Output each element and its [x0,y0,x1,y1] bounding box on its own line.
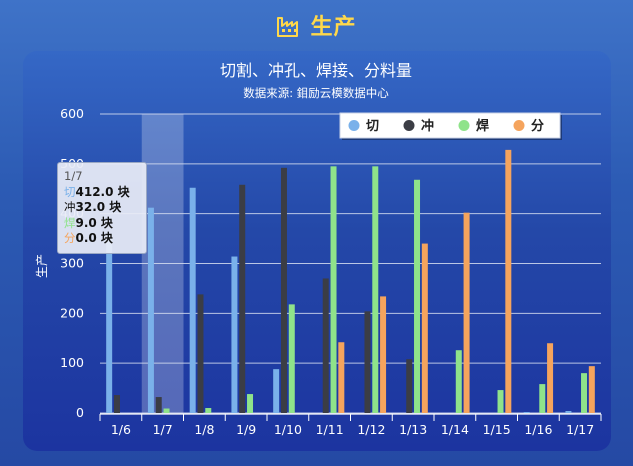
tooltip-row-value: 9.0 块 [75,215,113,230]
bar-冲-1/13 [406,359,413,413]
x-tick-label: 1/11 [316,422,344,437]
bar-分-1/13 [421,243,428,413]
tooltip-row-key: 分 [64,231,76,246]
y-tick-label: 0 [76,405,84,420]
legend-marker [458,120,470,131]
bar-冲-1/8 [197,294,204,413]
bar-焊-1/15 [497,390,504,413]
chart-title: 切割、冲孔、焊接、分料量 [220,61,412,80]
bar-焊-1/13 [414,179,421,413]
tooltip-row: 焊9.0 块 [64,216,146,232]
x-tick-label: 1/14 [441,422,469,437]
bar-冲-1/6 [113,395,120,413]
x-tick-label: 1/13 [399,422,427,437]
bar-分-1/14 [463,212,470,413]
bar-冲-1/9 [239,184,246,413]
tooltip-row: 冲32.0 块 [64,200,146,216]
tooltip-row-value: 412.0 块 [75,184,130,199]
y-tick-label: 200 [60,305,84,320]
bar-分-1/11 [338,342,345,413]
bar-焊-1/16 [539,384,546,413]
tooltip-row-value: 32.0 块 [75,200,122,215]
bar-切-1/8 [189,187,196,413]
bar-焊-1/9 [247,394,254,413]
bar-切-1/7 [147,207,154,413]
bar-切-1/16 [523,412,530,413]
legend-label: 焊 [476,118,489,134]
tooltip-row: 切412.0 块 [64,185,146,201]
x-tick-label: 1/9 [236,422,256,437]
legend-marker [403,120,415,131]
chart-tooltip: 1/7 切412.0 块冲32.0 块焊9.0 块分0.0 块 [57,162,147,254]
y-axis-label: 生产 [35,254,49,278]
x-tick-label: 1/8 [194,422,214,437]
x-tick-label: 1/6 [111,422,131,437]
bar-焊-1/11 [330,166,337,413]
bar-焊-1/14 [455,350,462,413]
x-tick-label: 1/17 [566,422,594,437]
legend-marker [513,120,525,131]
page-header: 生产 [0,0,633,50]
legend-marker [348,120,360,131]
bar-冲-1/12 [364,311,371,413]
tooltip-row: 分0.0 块 [64,231,146,247]
bar-切-1/10 [273,369,280,413]
bar-分-1/16 [547,343,554,413]
x-tick-label: 1/7 [153,422,173,437]
bar-焊-1/12 [372,166,379,413]
legend-label: 切 [366,119,379,134]
bar-焊-1/8 [205,408,212,413]
y-tick-label: 100 [60,355,84,370]
bar-切-1/9 [231,256,238,413]
x-tick-label: 1/12 [357,422,385,437]
chart-subtitle: 数据来源: 鉬励云模数据中心 [243,86,389,100]
legend-label: 冲 [421,118,434,134]
y-tick-label: 300 [60,256,84,271]
tooltip-row-key: 焊 [64,215,76,230]
x-tick-label: 1/16 [524,422,552,437]
tooltip-date: 1/7 [64,169,83,183]
legend-label: 分 [531,118,544,134]
bar-冲-1/7 [155,397,162,413]
bar-冲-1/10 [280,167,287,413]
bar-焊-1/17 [581,373,588,413]
tooltip-row-key: 切 [64,184,76,199]
bar-焊-1/7 [163,408,170,413]
bar-冲-1/11 [322,278,329,413]
x-tick-label: 1/10 [274,422,302,437]
factory-icon [277,17,299,37]
bar-分-1/12 [380,296,387,413]
bar-切-1/6 [106,233,113,413]
tooltip-row-key: 冲 [64,200,76,215]
bar-分-1/17 [588,366,595,413]
y-tick-label: 600 [60,106,84,121]
tooltip-row-value: 0.0 块 [75,231,113,246]
x-tick-label: 1/15 [483,422,511,437]
bar-焊-1/10 [288,304,295,413]
bar-分-1/15 [505,149,512,413]
page-title: 生产 [310,15,357,40]
bar-切-1/17 [565,411,572,413]
